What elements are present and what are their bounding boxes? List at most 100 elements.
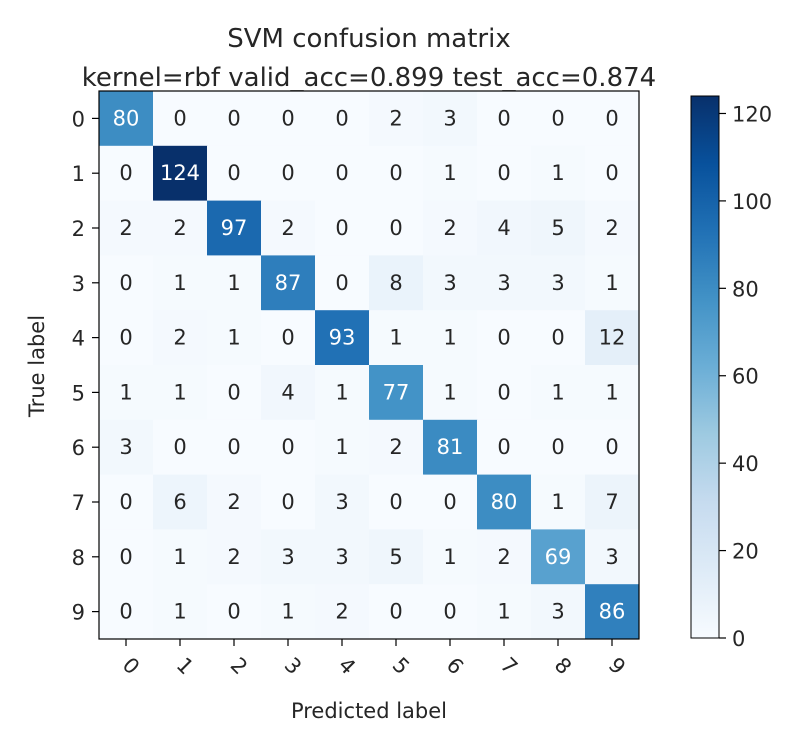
cell-value: 1: [227, 271, 240, 295]
cell-value: 0: [281, 435, 294, 459]
heatmap-cell: [207, 365, 262, 421]
cell-value: 0: [227, 106, 240, 130]
cell-value: 2: [227, 490, 240, 514]
cell-value-labels: 80 0 0 0 0 2 3 0 0 00 124 0 0 0 0 1 0 1 02 2 97 2 0 0 2 4 5 20 1 1 87 0…: [113, 106, 626, 623]
cell-value: 0: [119, 600, 132, 624]
cell-value: 0: [605, 106, 618, 130]
heatmap-cell: [207, 255, 262, 311]
heatmap-cell: [477, 584, 532, 640]
cell-value: 0: [497, 380, 510, 404]
heatmap-cell: [477, 365, 532, 421]
cell-value: 1: [443, 380, 456, 404]
cell-value: 0: [551, 435, 564, 459]
cell-value: 0: [551, 106, 564, 130]
x-tick-label: 4: [334, 653, 360, 679]
heatmap-cell: [423, 200, 478, 256]
heatmap-cell: [423, 255, 478, 311]
heatmap-cell: [585, 419, 640, 476]
cell-value: 1: [497, 600, 510, 624]
cell-value: 3: [551, 600, 564, 624]
heatmap-cell: [261, 310, 316, 366]
cell-value: 0: [281, 161, 294, 185]
heatmap-cell: [369, 584, 424, 640]
heatmap-cell: [423, 584, 478, 640]
cell-value: 6: [173, 490, 186, 514]
cell-value: 7: [605, 490, 618, 514]
cell-value: 5: [551, 216, 564, 240]
cell-value: 0: [497, 161, 510, 185]
cell-value: 2: [389, 106, 402, 130]
cell-value: 0: [335, 161, 348, 185]
cell-value: 2: [443, 216, 456, 240]
heatmap-cell: [207, 310, 262, 366]
heatmap-cell: [261, 419, 316, 476]
heatmap-cell: [261, 474, 316, 530]
heatmap-cell: [585, 584, 640, 640]
heatmap-cell: [207, 91, 262, 147]
y-tick-label: 4: [72, 327, 85, 351]
cell-value: 1: [173, 600, 186, 624]
cell-value: 93: [329, 326, 356, 350]
x-tick-label: 9: [604, 653, 630, 679]
cell-value: 2: [173, 326, 186, 350]
heatmap-cell: [153, 474, 208, 530]
heatmap-cell: [531, 145, 586, 202]
heatmap-cell: [477, 529, 532, 585]
heatmap-cell: [315, 584, 370, 640]
x-tick-label: 7: [496, 653, 522, 679]
cell-value: 0: [605, 435, 618, 459]
heatmap-cell: [369, 91, 424, 147]
cell-value: 80: [491, 490, 518, 514]
cell-value: 2: [119, 216, 132, 240]
heatmap-cell: [99, 419, 154, 476]
cell-value: 0: [389, 600, 402, 624]
plot-frame: [98, 90, 640, 640]
colorbar: [690, 95, 720, 639]
heatmap-cell: [423, 91, 478, 147]
cell-value: 1: [443, 161, 456, 185]
heatmap-cell: [207, 200, 262, 256]
heatmap-cell: [315, 200, 370, 256]
cell-value: 77: [383, 380, 410, 404]
heatmap-cell: [477, 310, 532, 366]
heatmap-cell: [153, 529, 208, 585]
heatmap-cell: [99, 474, 154, 530]
heatmap-cell: [261, 145, 316, 202]
cell-value: 0: [389, 216, 402, 240]
heatmap-cell: [207, 474, 262, 530]
heatmap-cell: [315, 365, 370, 421]
cell-value: 0: [281, 490, 294, 514]
cell-value: 0: [389, 161, 402, 185]
cell-value: 2: [281, 216, 294, 240]
cell-value: 4: [497, 216, 510, 240]
heatmap-cell: [99, 145, 154, 202]
cell-value: 4: [281, 380, 294, 404]
heatmap-cell: [423, 365, 478, 421]
colorbar-tick-label: 80: [732, 277, 759, 301]
cell-value: 12: [599, 326, 626, 350]
heatmap-cell: [315, 310, 370, 366]
heatmap-cell: [585, 145, 640, 202]
heatmap-cell: [315, 255, 370, 311]
heatmap-cell: [531, 310, 586, 366]
cell-value: 0: [281, 106, 294, 130]
heatmap-cell: [261, 200, 316, 256]
y-tick-label: 9: [72, 601, 85, 625]
heatmap-cell: [531, 584, 586, 640]
x-tick-label: 3: [280, 653, 306, 679]
cell-value: 3: [443, 106, 456, 130]
cell-value: 3: [335, 490, 348, 514]
heatmap-cell: [261, 91, 316, 147]
cell-value: 0: [227, 380, 240, 404]
cell-value: 0: [389, 490, 402, 514]
heatmap-cell: [531, 419, 586, 476]
cell-value: 0: [551, 326, 564, 350]
cell-value: 1: [389, 326, 402, 350]
colorbar-tick-label: 40: [732, 452, 759, 476]
cell-value: 0: [281, 326, 294, 350]
cell-value: 3: [335, 545, 348, 569]
heatmap-cell: [531, 255, 586, 311]
cell-value: 1: [173, 271, 186, 295]
heatmap-cell: [153, 91, 208, 147]
cell-value: 3: [281, 545, 294, 569]
